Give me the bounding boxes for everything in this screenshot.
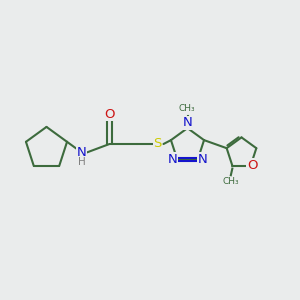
- Text: O: O: [104, 107, 115, 121]
- Text: N: N: [77, 146, 86, 159]
- Text: N: N: [167, 153, 177, 166]
- Text: CH₃: CH₃: [223, 177, 239, 186]
- Text: CH₃: CH₃: [178, 104, 195, 113]
- Text: O: O: [247, 159, 257, 172]
- Text: N: N: [198, 153, 208, 166]
- Text: H: H: [78, 157, 86, 167]
- Text: S: S: [153, 137, 162, 150]
- Text: N: N: [183, 116, 192, 130]
